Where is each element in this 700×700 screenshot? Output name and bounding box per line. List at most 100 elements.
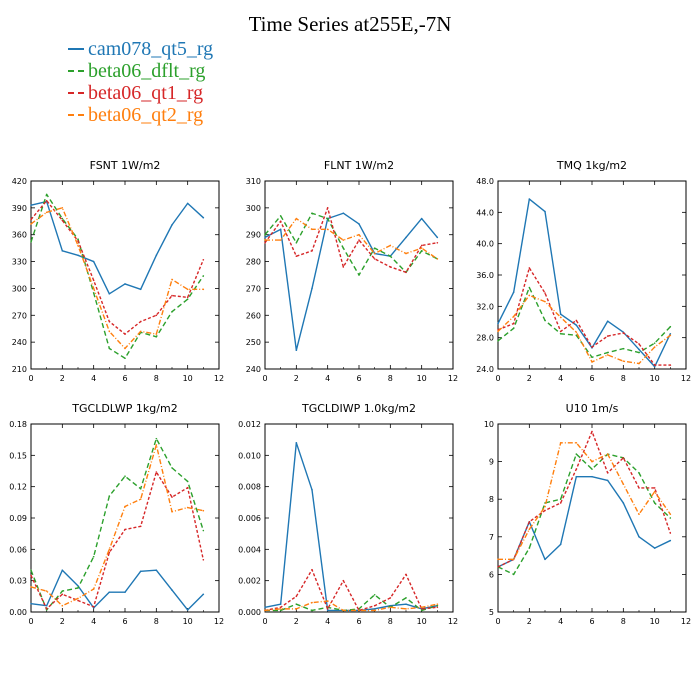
data-point [77, 240, 79, 242]
data-point [669, 364, 672, 366]
series-line-beta06_qt1_rg [30, 199, 204, 335]
data-point [591, 430, 593, 433]
data-point [544, 319, 546, 322]
data-point [279, 220, 282, 223]
data-point [436, 603, 439, 605]
series-line-beta06_qt1_rg [497, 267, 671, 366]
data-point [295, 595, 298, 598]
data-point [606, 351, 609, 354]
data-point [264, 233, 266, 236]
x-tick-label: 8 [154, 617, 159, 626]
data-point [311, 212, 313, 215]
data-point [544, 210, 546, 213]
data-point [264, 241, 266, 244]
data-point [591, 475, 593, 478]
data-point [92, 555, 95, 558]
y-tick-label: 0.002 [238, 577, 261, 586]
data-point [264, 236, 266, 239]
data-point [279, 603, 282, 605]
data-point [326, 608, 329, 610]
data-point [575, 324, 578, 326]
data-point [77, 238, 79, 240]
data-point [45, 590, 48, 592]
data-point [591, 356, 593, 359]
data-point [311, 601, 313, 604]
data-point [295, 241, 298, 244]
y-tick-label: 270 [246, 284, 261, 293]
data-point [30, 241, 32, 243]
data-point [420, 247, 423, 249]
data-point [108, 347, 111, 350]
legend-item: cam078_qt5_rg [68, 38, 213, 60]
data-point [311, 228, 313, 231]
legend: cam078_qt5_rg beta06_dflt_rg beta06_qt1_… [68, 38, 213, 126]
y-tick-label: 7 [489, 533, 494, 542]
data-point [559, 543, 562, 546]
series-line-cam078_qt5_rg [497, 475, 671, 568]
data-point [171, 467, 173, 469]
y-tick-label: 0.010 [238, 451, 261, 460]
data-point [124, 283, 126, 285]
data-point [528, 294, 531, 297]
data-point [295, 217, 298, 220]
x-tick-label: 6 [122, 374, 127, 383]
data-point [186, 480, 189, 483]
legend-label: beta06_dflt_rg [88, 60, 206, 82]
y-tick-label: 300 [12, 284, 27, 293]
data-point [669, 532, 672, 534]
data-point [358, 274, 360, 276]
data-point [124, 505, 126, 508]
data-point [373, 604, 376, 607]
x-tick-label: 8 [154, 374, 159, 383]
data-point [61, 590, 64, 592]
data-point [342, 609, 345, 612]
data-point [622, 332, 625, 334]
y-tick-label: 0.09 [9, 514, 27, 523]
data-point [638, 343, 640, 345]
data-point [92, 279, 95, 282]
data-point [512, 315, 515, 318]
data-point [606, 354, 609, 356]
data-point [124, 528, 126, 531]
data-point [279, 609, 282, 612]
x-tick-label: 10 [417, 617, 427, 626]
data-point [186, 609, 189, 611]
y-tick-label: 0.006 [238, 514, 261, 523]
series-line-beta06_dflt_rg [497, 286, 671, 358]
data-point [669, 539, 672, 542]
data-point [638, 513, 640, 516]
data-point [420, 609, 423, 612]
y-tick-label: 24.0 [476, 365, 494, 374]
data-point [202, 258, 205, 261]
data-point [420, 217, 423, 220]
data-point [528, 520, 531, 523]
data-point [389, 255, 392, 257]
data-point [575, 442, 578, 444]
data-point [155, 333, 158, 335]
data-point [61, 604, 64, 607]
y-tick-label: 0.03 [9, 577, 27, 586]
data-point [389, 266, 392, 268]
data-point [528, 198, 531, 200]
y-tick-label: 280 [246, 258, 261, 267]
data-point [544, 300, 546, 303]
data-point [436, 258, 439, 260]
data-point [622, 360, 625, 362]
x-tick-label: 10 [183, 374, 193, 383]
legend-swatch [68, 92, 84, 94]
data-point [512, 291, 515, 294]
data-point [326, 228, 329, 231]
data-point [606, 320, 609, 323]
x-tick-label: 0 [28, 374, 33, 383]
y-tick-label: 36.0 [476, 271, 494, 280]
data-point [45, 199, 48, 202]
data-point [497, 330, 499, 333]
y-tick-label: 290 [246, 231, 261, 240]
series-line-beta06_qt2_rg [497, 294, 671, 365]
data-point [279, 239, 282, 241]
data-point [497, 566, 499, 568]
data-point [92, 588, 95, 590]
x-tick-label: 10 [417, 374, 427, 383]
data-point [202, 275, 205, 277]
data-point [373, 609, 376, 612]
